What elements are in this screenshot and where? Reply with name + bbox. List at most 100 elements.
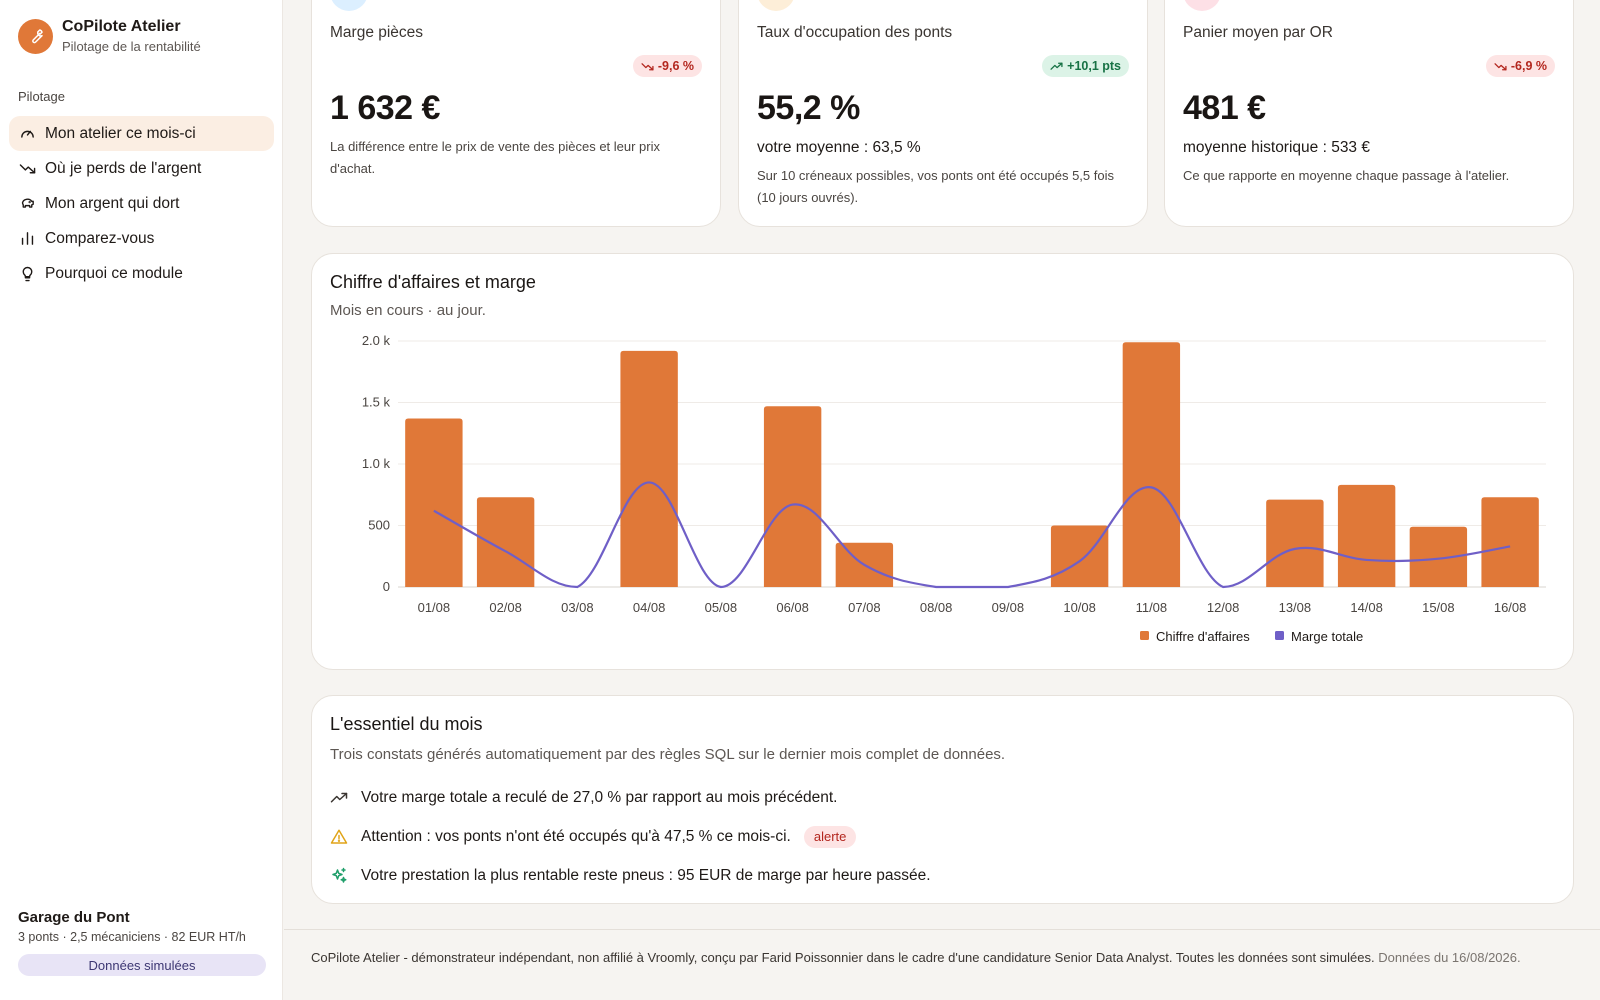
sidebar-item-label: Pourquoi ce module bbox=[45, 264, 183, 282]
bar-chiffre-affaires bbox=[1122, 342, 1181, 587]
kpi-description: Sur 10 créneaux possibles, vos ponts ont… bbox=[757, 168, 1114, 205]
brand[interactable]: CoPilote Atelier Pilotage de la rentabil… bbox=[18, 17, 201, 55]
sidebar: CoPilote Atelier Pilotage de la rentabil… bbox=[0, 0, 283, 1000]
garage-meta: 3 ponts · 2,5 mécaniciens · 82 EUR HT/h bbox=[18, 930, 246, 944]
trend-value: +10,1 pts bbox=[1067, 59, 1121, 73]
y-tick-label: 0 bbox=[383, 579, 390, 594]
footer-data-date: Données du 16/08/2026. bbox=[1378, 950, 1521, 965]
kpi-value: 55,2 % bbox=[757, 89, 860, 127]
bar-chiffre-affaires bbox=[1409, 526, 1468, 587]
bar-chiffre-affaires bbox=[476, 497, 535, 587]
sidebar-item-mon-atelier[interactable]: Mon atelier ce mois-ci bbox=[9, 116, 274, 151]
footer-disclaimer: CoPilote Atelier - démonstrateur indépen… bbox=[311, 950, 1375, 965]
x-tick-label: 10/08 bbox=[1063, 600, 1096, 615]
kpi-value: 481 € bbox=[1183, 89, 1266, 127]
footer: CoPilote Atelier - démonstrateur indépen… bbox=[284, 929, 1600, 1000]
line-marge-totale bbox=[433, 481, 1511, 589]
x-tick-label: 02/08 bbox=[489, 600, 522, 615]
x-tick-label: 03/08 bbox=[561, 600, 594, 615]
bar-chiffre-affaires bbox=[1481, 497, 1539, 587]
trend-badge: +10,1 pts bbox=[1042, 55, 1129, 77]
trending-down-icon bbox=[1494, 62, 1507, 70]
wrench-icon bbox=[18, 18, 53, 54]
kpi-card-occupation-ponts: Taux d'occupation des ponts +10,1 pts 55… bbox=[738, 0, 1148, 227]
bar-chiffre-affaires bbox=[763, 406, 822, 587]
bar-chiffre-affaires bbox=[1050, 525, 1109, 587]
insight-item: Votre marge totale a reculé de 27,0 % pa… bbox=[330, 778, 931, 817]
x-tick-label: 11/08 bbox=[1136, 600, 1168, 615]
sidebar-item-label: Mon argent qui dort bbox=[45, 194, 180, 212]
trend-badge: -9,6 % bbox=[632, 55, 702, 77]
sparkles-icon bbox=[330, 867, 348, 885]
essentials-card: L'essentiel du mois Trois constats génér… bbox=[311, 695, 1574, 904]
nav-section-label: Pilotage bbox=[18, 89, 65, 104]
x-tick-label: 01/08 bbox=[418, 600, 451, 615]
x-tick-label: 08/08 bbox=[920, 600, 953, 615]
kpi-icon bbox=[1183, 0, 1221, 11]
piggy-bank-icon bbox=[18, 195, 36, 213]
bar-chiffre-affaires bbox=[1337, 484, 1396, 587]
legend-swatch-marge-totale bbox=[1275, 631, 1284, 640]
kpi-icon bbox=[757, 0, 795, 11]
garage-info: Garage du Pont 3 ponts · 2,5 mécaniciens… bbox=[18, 909, 266, 976]
sidebar-item-argent-dort[interactable]: Mon argent qui dort bbox=[9, 186, 274, 221]
lightbulb-icon bbox=[18, 265, 36, 283]
kpi-description: Ce que rapporte en moyenne chaque passag… bbox=[1183, 168, 1510, 183]
legend-label-marge-totale: Marge totale bbox=[1291, 629, 1363, 644]
legend-swatch-chiffre-affaires bbox=[1140, 631, 1149, 640]
kpi-card-panier-moyen: Panier moyen par OR -6,9 % 481 € moyenne… bbox=[1164, 0, 1574, 227]
x-tick-label: 14/08 bbox=[1350, 600, 1383, 615]
sidebar-item-label: Comparez-vous bbox=[45, 229, 155, 247]
chart-title: Chiffre d'affaires et marge bbox=[330, 272, 536, 292]
simulated-data-badge: Données simulées bbox=[18, 954, 266, 976]
sidebar-item-label: Où je perds de l'argent bbox=[45, 159, 202, 177]
trending-up-icon bbox=[330, 789, 348, 807]
insight-text: Votre prestation la plus rentable reste … bbox=[361, 866, 931, 884]
kpi-label: Marge pièces bbox=[330, 24, 424, 41]
x-tick-label: 04/08 bbox=[633, 600, 666, 615]
sidebar-item-pourquoi[interactable]: Pourquoi ce module bbox=[9, 256, 274, 291]
warning-icon bbox=[330, 828, 348, 846]
kpi-subline: votre moyenne : 63,5 % bbox=[757, 139, 921, 156]
kpi-icon bbox=[330, 0, 368, 11]
bar-chart-icon bbox=[18, 230, 36, 248]
essentials-subtitle: Trois constats générés automatiquement p… bbox=[330, 746, 1006, 763]
chart-subtitle: Mois en cours · au jour. bbox=[330, 302, 486, 319]
y-tick-label: 1.0 k bbox=[362, 456, 391, 471]
kpi-value: 1 632 € bbox=[330, 89, 440, 127]
alert-badge: alerte bbox=[803, 825, 857, 848]
y-tick-label: 500 bbox=[368, 518, 390, 533]
kpi-card-marge-pieces: Marge pièces -9,6 % 1 632 € La différenc… bbox=[311, 0, 721, 227]
sidebar-nav: Mon atelier ce mois-ci Où je perds de l'… bbox=[9, 116, 274, 291]
gauge-icon bbox=[18, 125, 36, 143]
insights-list: Votre marge totale a reculé de 27,0 % pa… bbox=[330, 778, 931, 895]
x-tick-label: 09/08 bbox=[992, 600, 1025, 615]
sidebar-item-pertes[interactable]: Où je perds de l'argent bbox=[9, 151, 274, 186]
revenue-margin-chart-card: Chiffre d'affaires et marge Mois en cour… bbox=[311, 253, 1574, 670]
trending-down-icon bbox=[18, 160, 36, 178]
trend-value: -6,9 % bbox=[1510, 59, 1547, 73]
insight-text: Votre marge totale a reculé de 27,0 % pa… bbox=[361, 788, 838, 806]
kpi-label: Taux d'occupation des ponts bbox=[757, 24, 953, 41]
sidebar-item-label: Mon atelier ce mois-ci bbox=[45, 124, 196, 142]
trending-down-icon bbox=[641, 62, 654, 70]
kpi-description: La différence entre le prix de vente des… bbox=[330, 139, 661, 176]
bar-chiffre-affaires bbox=[620, 350, 678, 587]
y-tick-label: 1.5 k bbox=[362, 395, 391, 410]
insight-text: Attention : vos ponts n'ont été occupés … bbox=[361, 827, 791, 845]
revenue-margin-chart: 0 500 1.0 k 1.5 k 2.0 k 01/08 02/08 03/08 04/08 0… bbox=[362, 333, 1546, 644]
x-tick-label: 16/08 bbox=[1494, 600, 1527, 615]
x-tick-label: 15/08 bbox=[1422, 600, 1455, 615]
brand-name: CoPilote Atelier bbox=[62, 18, 181, 35]
sidebar-item-comparez[interactable]: Comparez-vous bbox=[9, 221, 274, 256]
x-tick-label: 07/08 bbox=[848, 600, 881, 615]
insight-item: Votre prestation la plus rentable reste … bbox=[330, 856, 931, 895]
legend-label-chiffre-affaires: Chiffre d'affaires bbox=[1156, 629, 1250, 644]
x-tick-label: 06/08 bbox=[776, 600, 809, 615]
bar-chiffre-affaires bbox=[405, 418, 463, 587]
x-tick-label: 05/08 bbox=[705, 600, 738, 615]
brand-subtitle: Pilotage de la rentabilité bbox=[62, 39, 201, 54]
kpi-label: Panier moyen par OR bbox=[1183, 24, 1333, 41]
kpi-subline: moyenne historique : 533 € bbox=[1183, 139, 1370, 156]
garage-name: Garage du Pont bbox=[18, 909, 130, 926]
